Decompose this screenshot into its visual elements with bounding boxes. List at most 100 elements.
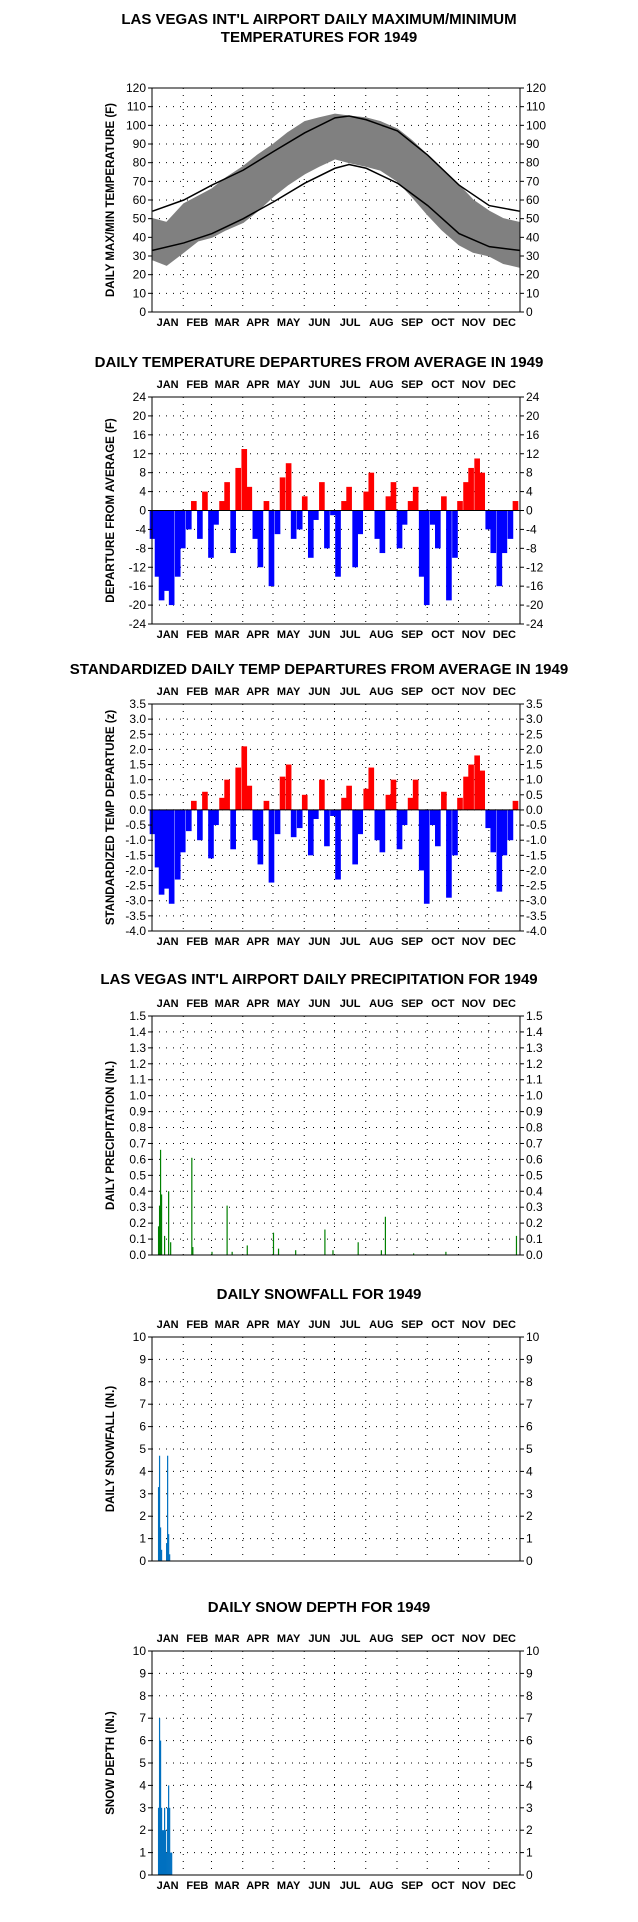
month-label-bottom: FEB [186, 317, 208, 329]
data-bar [263, 501, 270, 511]
data-bar [507, 809, 514, 841]
data-bar [357, 809, 364, 835]
month-label-bottom: AUG [369, 317, 393, 329]
month-label-top: FEB [186, 1319, 208, 1331]
month-label-top: JUL [340, 1633, 361, 1645]
data-bar [219, 797, 225, 810]
data-bar [468, 467, 474, 511]
y-tick-label-right: 90 [526, 137, 540, 151]
y-tick-label-right: -24 [526, 617, 544, 631]
month-label-bottom: MAY [277, 629, 301, 641]
data-bar [168, 1534, 170, 1561]
month-label-top: MAR [215, 1633, 240, 1645]
y-tick-label: 1.2 [129, 1057, 146, 1071]
month-label-top: JUN [308, 686, 330, 698]
y-tick-label-right: 0.1 [526, 1232, 543, 1246]
month-label-top: JAN [157, 1319, 179, 1331]
data-bar [272, 1232, 275, 1255]
data-bar [285, 463, 292, 511]
month-label-bottom: DEC [493, 629, 516, 641]
y-tick-label-right: 10 [526, 286, 540, 300]
y-tick-label-right: 10 [526, 1644, 540, 1658]
y-axis-label: SNOW DEPTH (IN.) [105, 1711, 117, 1815]
y-tick-label: 20 [133, 268, 147, 282]
data-bar [163, 510, 170, 591]
data-bar [230, 510, 236, 554]
chart-title: STANDARDIZED DAILY TEMP DEPARTURES FROM … [70, 661, 568, 678]
data-bar [149, 510, 156, 539]
month-label-bottom: JAN [157, 317, 179, 329]
data-bar [192, 1247, 194, 1255]
data-bar [179, 510, 186, 549]
month-label-bottom: DEC [493, 936, 516, 948]
y-tick-label-right: 1.3 [526, 1041, 543, 1055]
y-tick-label: 7 [139, 1397, 146, 1411]
month-label-bottom: AUG [369, 629, 393, 641]
month-label-bottom: JUN [308, 629, 330, 641]
data-bar [167, 1807, 169, 1875]
y-tick-label: 1.3 [129, 1041, 146, 1055]
y-tick-label: 2.5 [129, 727, 146, 741]
y-tick-label: -1.0 [125, 833, 146, 847]
data-bar [423, 510, 430, 606]
data-bar [441, 791, 447, 810]
month-label-top: JUN [308, 379, 330, 391]
data-bar [324, 510, 330, 549]
y-tick-label-right: 12 [526, 447, 540, 461]
month-label-bottom: APR [246, 1880, 269, 1892]
chart-snowfall: DAILY SNOWFALL FOR 1949 DAILY SNOWFALL (I… [105, 1286, 540, 1568]
data-bar [507, 510, 514, 539]
month-label-bottom: JAN [157, 629, 179, 641]
y-tick-label-right: 8 [526, 1375, 533, 1389]
y-tick-label-right: 40 [526, 230, 540, 244]
data-bar [384, 1216, 387, 1255]
y-tick-label-right: 0 [526, 1554, 533, 1568]
y-tick-label: 0.0 [129, 803, 146, 817]
y-tick-label: 20 [133, 409, 147, 423]
data-bar [396, 510, 403, 549]
month-label-top: JUN [308, 1633, 330, 1645]
data-bar [515, 1235, 518, 1255]
month-label-top: NOV [462, 686, 487, 698]
y-tick-label: 9 [139, 1352, 146, 1366]
y-tick-label-right: 2.5 [526, 727, 543, 741]
data-bar [170, 1852, 172, 1875]
chart-title: DAILY SNOW DEPTH FOR 1949 [208, 1599, 431, 1616]
y-tick-label: -20 [129, 598, 147, 612]
y-tick-label: -4.0 [125, 924, 146, 938]
month-label-top: OCT [431, 686, 455, 698]
data-bar [501, 809, 508, 856]
y-tick-label: 110 [127, 100, 146, 114]
y-tick-label: -0.5 [125, 818, 146, 832]
y-tick-label: 0.9 [129, 1105, 146, 1119]
y-axis-label: DAILY SNOWFALL (IN.) [105, 1386, 117, 1512]
month-label-bottom: JAN [157, 1880, 179, 1892]
data-bar [463, 776, 469, 810]
month-label-top: MAY [277, 1633, 301, 1645]
month-label-top: SEP [401, 1319, 423, 1331]
data-bar [230, 809, 236, 850]
y-tick-label: 9 [139, 1666, 146, 1680]
y-tick-label: 3.0 [129, 712, 146, 726]
data-bar [346, 486, 352, 511]
y-tick-label-right: 5 [526, 1442, 533, 1456]
data-bar [163, 809, 170, 889]
month-label-top: SEP [401, 1633, 423, 1645]
month-label-bottom: OCT [431, 629, 455, 641]
month-label-bottom: NOV [462, 629, 487, 641]
y-tick-label: 0.8 [129, 1121, 146, 1135]
month-label-bottom: AUG [369, 1880, 393, 1892]
month-label-bottom: MAY [277, 1880, 301, 1892]
data-bar [164, 1235, 166, 1255]
plot-frame [151, 1015, 521, 1256]
normal-max-line [152, 115, 520, 212]
data-bar [307, 510, 314, 558]
y-tick-label-right: 8 [526, 1689, 533, 1703]
y-tick-label-right: 2 [526, 1823, 533, 1837]
y-tick-label: 90 [133, 137, 147, 151]
data-bar [463, 482, 469, 511]
data-bar [235, 767, 242, 810]
y-axis-label: DAILY PRECIPITATION (IN.) [105, 1061, 117, 1210]
y-tick-label-right: 9 [526, 1352, 533, 1366]
y-tick-label: 0.5 [129, 788, 146, 802]
